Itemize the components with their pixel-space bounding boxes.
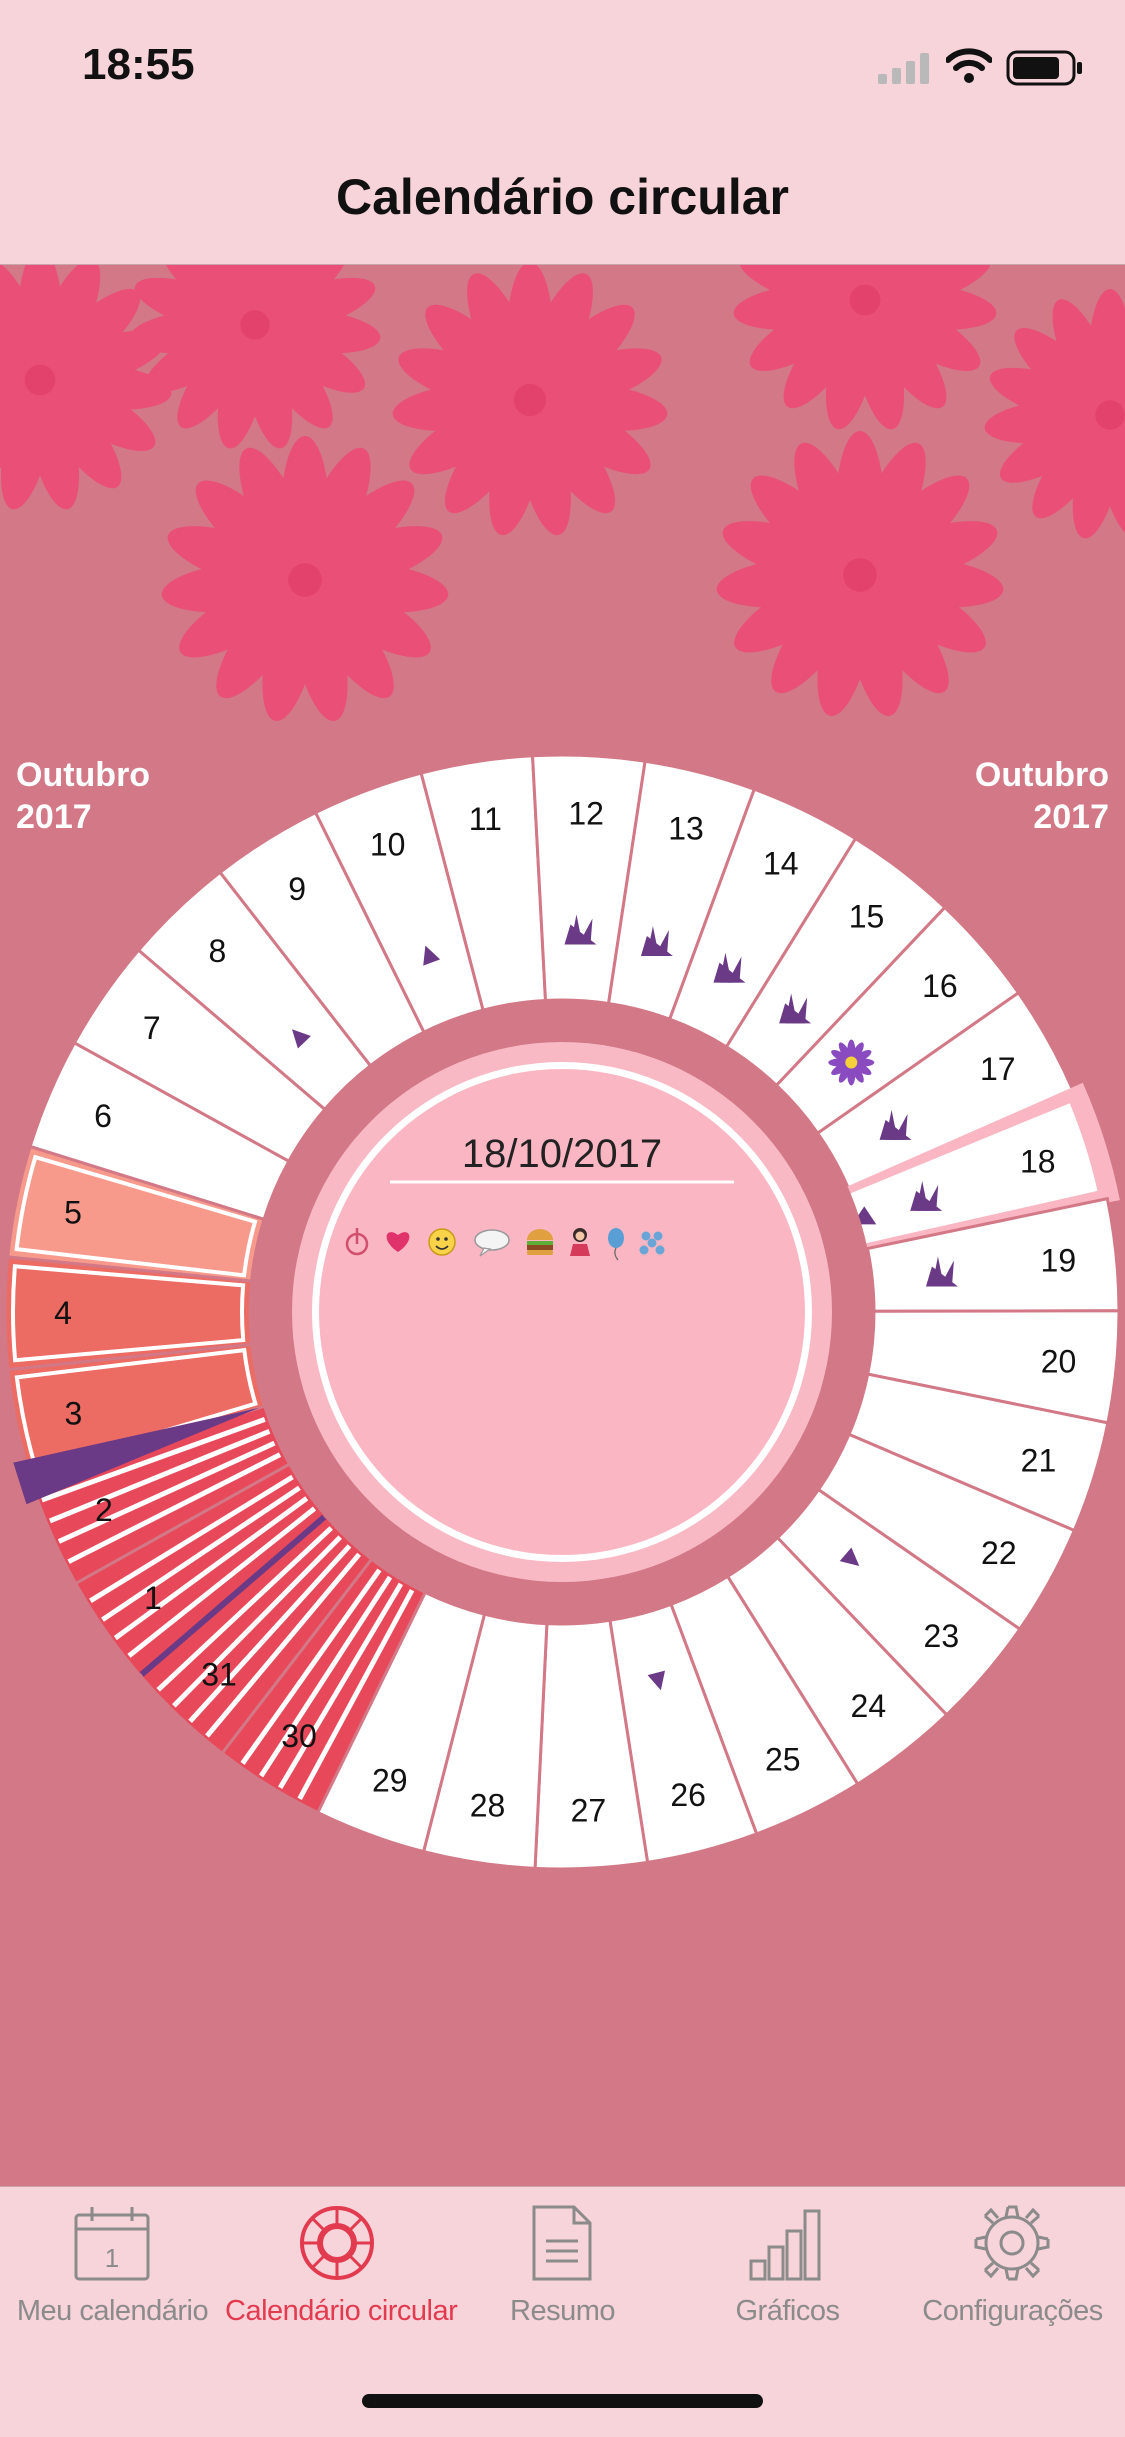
tab-summary[interactable]: Resumo <box>450 2187 675 2347</box>
day-segment-1[interactable]: 1 <box>73 1461 328 1678</box>
calendar-icon: 1 <box>74 2207 150 2281</box>
day-label-19: 19 <box>1041 1242 1077 1278</box>
cycle-marker-icon <box>647 1670 666 1691</box>
day-segment-21[interactable]: 21 <box>847 1372 1110 1533</box>
fertile-sprout-icon <box>910 1180 943 1211</box>
month-label-left: Outubro 2017 <box>16 756 151 836</box>
day-label-4: 4 <box>54 1295 72 1331</box>
signal-icon <box>878 53 929 84</box>
battery-icon <box>1006 50 1082 86</box>
day-label-6: 6 <box>94 1098 112 1134</box>
day-label-1: 1 <box>144 1580 162 1616</box>
smiley-icon <box>428 1228 456 1256</box>
tab-settings[interactable]: Configurações <box>900 2187 1125 2347</box>
lifebuoy-icon <box>300 2206 374 2280</box>
burger-icon <box>527 1229 553 1255</box>
page-title: Calendário circular <box>336 169 789 225</box>
home-indicator <box>362 2394 763 2408</box>
dots-icon <box>639 1231 665 1255</box>
cycle-marker-icon <box>291 1029 311 1049</box>
heart-icon <box>386 1232 410 1252</box>
day-label-5: 5 <box>64 1195 82 1231</box>
status-bar: 18:55 <box>0 0 1125 130</box>
symptom-icon <box>345 1228 369 1256</box>
cycle-marker-icon <box>423 945 441 966</box>
gear-icon <box>974 2205 1050 2281</box>
tab-circular-calendar[interactable]: Calendário circular <box>225 2187 458 2347</box>
day-label-21: 21 <box>1021 1442 1057 1478</box>
tab-my-calendar[interactable]: 1 Meu calendário <box>0 2187 225 2347</box>
nav-bar: Calendário circular <box>0 130 1125 265</box>
day-label-26: 26 <box>670 1777 706 1813</box>
day-label-11: 11 <box>469 801 502 837</box>
day-segment-31[interactable]: 31 <box>138 1513 374 1756</box>
day-label-9: 9 <box>288 871 306 907</box>
day-label-10: 10 <box>370 826 406 862</box>
status-time: 18:55 <box>82 40 195 89</box>
day-segment-15[interactable]: 15 <box>724 836 947 1088</box>
day-label-24: 24 <box>851 1688 887 1724</box>
flower-banner-image <box>0 265 1125 726</box>
day-label-14: 14 <box>763 846 799 882</box>
ovulation-flower-icon <box>828 1039 875 1086</box>
day-label-20: 20 <box>1041 1343 1077 1379</box>
document-icon <box>532 2205 592 2281</box>
day-label-2: 2 <box>95 1492 113 1528</box>
day-label-15: 15 <box>849 899 885 935</box>
day-label-8: 8 <box>208 933 226 969</box>
day-symptoms[interactable] <box>345 1228 665 1261</box>
day-label-3: 3 <box>65 1396 83 1432</box>
current-day-pointer <box>13 1407 259 1505</box>
day-label-25: 25 <box>765 1742 801 1778</box>
selected-date: 18/10/2017 <box>462 1132 662 1176</box>
month-label-right: Outubro 2017 <box>974 756 1109 836</box>
fertile-sprout-icon <box>779 993 812 1024</box>
day-label-18: 18 <box>1020 1144 1056 1180</box>
bar-chart-icon <box>749 2209 821 2281</box>
balloon-icon <box>608 1228 624 1261</box>
month-boundary-line <box>139 1514 327 1677</box>
day-label-7: 7 <box>143 1010 161 1046</box>
day-label-22: 22 <box>981 1535 1017 1571</box>
tab-charts[interactable]: Gráficos <box>675 2187 900 2347</box>
day-label-27: 27 <box>571 1792 607 1828</box>
person-icon <box>570 1228 590 1256</box>
svg-text:1: 1 <box>105 2243 119 2273</box>
day-label-17: 17 <box>980 1051 1016 1087</box>
day-label-16: 16 <box>922 968 958 1004</box>
day-label-12: 12 <box>568 796 604 832</box>
fertile-sprout-icon <box>879 1109 912 1140</box>
fertile-sprout-icon <box>564 914 597 945</box>
cycle-marker-icon <box>839 1547 860 1567</box>
fertile-sprout-icon <box>713 952 746 983</box>
day-label-23: 23 <box>924 1618 960 1654</box>
wifi-icon <box>946 48 992 83</box>
fertile-sprout-icon <box>640 925 673 956</box>
speech-bubble-icon <box>474 1229 510 1257</box>
day-label-13: 13 <box>668 811 704 847</box>
day-label-28: 28 <box>470 1787 506 1823</box>
day-label-30: 30 <box>281 1718 317 1754</box>
day-label-31: 31 <box>201 1656 237 1692</box>
day-label-29: 29 <box>372 1762 408 1798</box>
fertile-sprout-icon <box>925 1256 958 1287</box>
